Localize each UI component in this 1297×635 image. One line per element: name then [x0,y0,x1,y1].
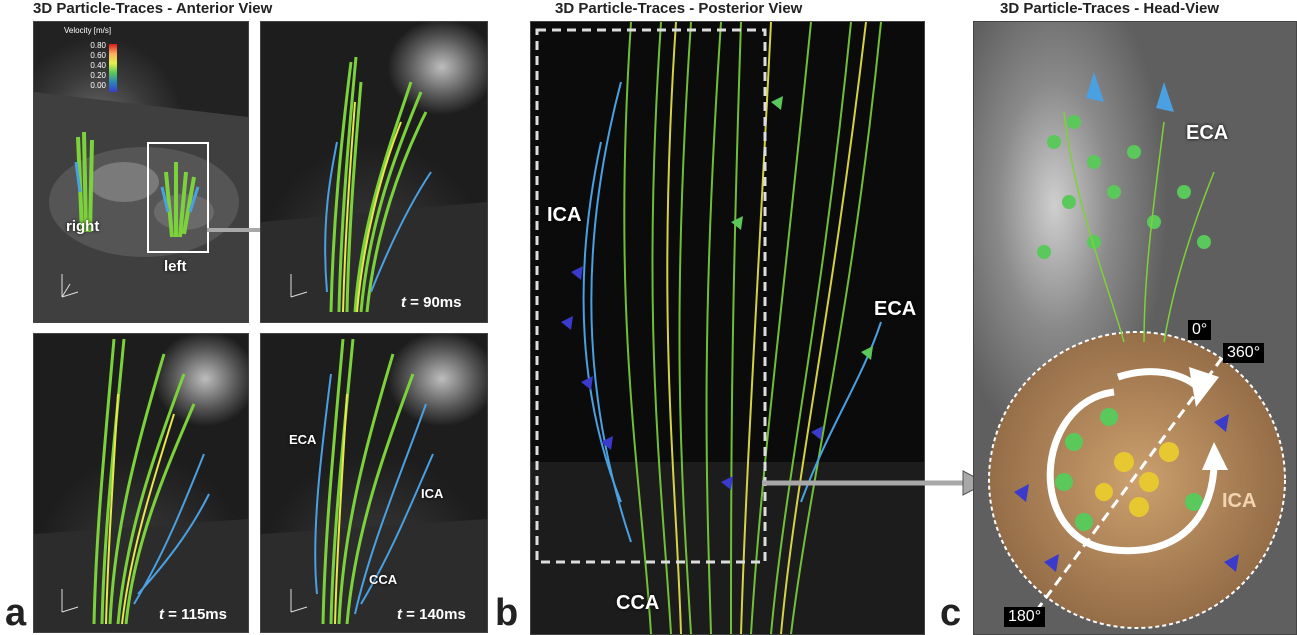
label-cca-a: CCA [369,572,398,587]
label-right: right [66,218,100,235]
colorbar-tick: 0.80 [90,41,106,50]
traces-posterior [531,22,924,634]
label-ica-b: ICA [547,204,582,226]
axes-icon [61,274,79,298]
cross-section-disc [989,332,1285,628]
left-vessel-traces [160,162,200,238]
degree-0: 0° [1188,320,1212,340]
time-symbol: t [159,606,164,623]
colorbar-tick: 0.00 [90,81,106,90]
traces-t115 [34,338,248,632]
panel-c-head-view: ECA ICA 0° 360° 180° [973,21,1297,635]
degree-360: 360° [1223,343,1265,363]
time-label-140: t = 140ms [397,606,466,623]
panel-a-t140: ECA ICA CCA t = 140ms [260,333,488,633]
label-cca-b: CCA [616,592,660,614]
traces-t140 [261,338,487,632]
title-head-view: 3D Particle-Traces - Head-View [1000,0,1219,17]
time-value: = 115ms [168,606,227,623]
label-eca-b: ECA [874,298,917,320]
panel-letter-a: a [5,592,27,634]
label-left: left [164,258,187,275]
degree-180: 180° [1004,607,1046,627]
panel-a-t115: t = 115ms [33,333,249,633]
time-label-115: t = 115ms [159,606,227,623]
time-symbol: t [401,294,406,311]
roi-dashed-box [535,28,767,564]
projection-arrow [762,470,988,496]
panel-letter-b: b [495,592,519,634]
panel-a-overview: Velocity [m/s] 0.80 0.60 0.40 0.20 0.00 … [33,21,249,323]
colorbar-ticks: 0.80 0.60 0.40 0.20 0.00 [72,41,106,91]
traces-t90 [261,56,487,322]
colorbar [109,44,117,92]
panel-letter-c: c [940,592,962,634]
diameter-line [1032,357,1224,615]
time-value: = 140ms [406,606,466,623]
label-eca-a: ECA [289,432,317,447]
colorbar-tick: 0.40 [90,61,106,70]
colorbar-title: Velocity [m/s] [64,26,112,35]
panel-b-posterior: ICA ECA CCA [530,21,925,635]
label-ica-c: ICA [1222,490,1257,512]
overview-scene [34,92,248,322]
time-symbol: t [397,606,402,623]
title-anterior-view: 3D Particle-Traces - Anterior View [33,0,273,17]
selection-box [147,142,209,253]
time-value: = 90ms [410,294,462,311]
panel-a-t90: t = 90ms [260,21,488,323]
rotation-arrow [1046,388,1218,555]
right-vessel-traces [74,131,94,233]
colorbar-tick: 0.20 [90,71,106,80]
label-ica-a: ICA [421,486,444,501]
time-label-90: t = 90ms [401,294,461,311]
colorbar-tick: 0.60 [90,51,106,60]
label-eca-c: ECA [1186,122,1229,144]
traces-head-view [988,72,1286,629]
title-posterior-view: 3D Particle-Traces - Posterior View [555,0,803,17]
